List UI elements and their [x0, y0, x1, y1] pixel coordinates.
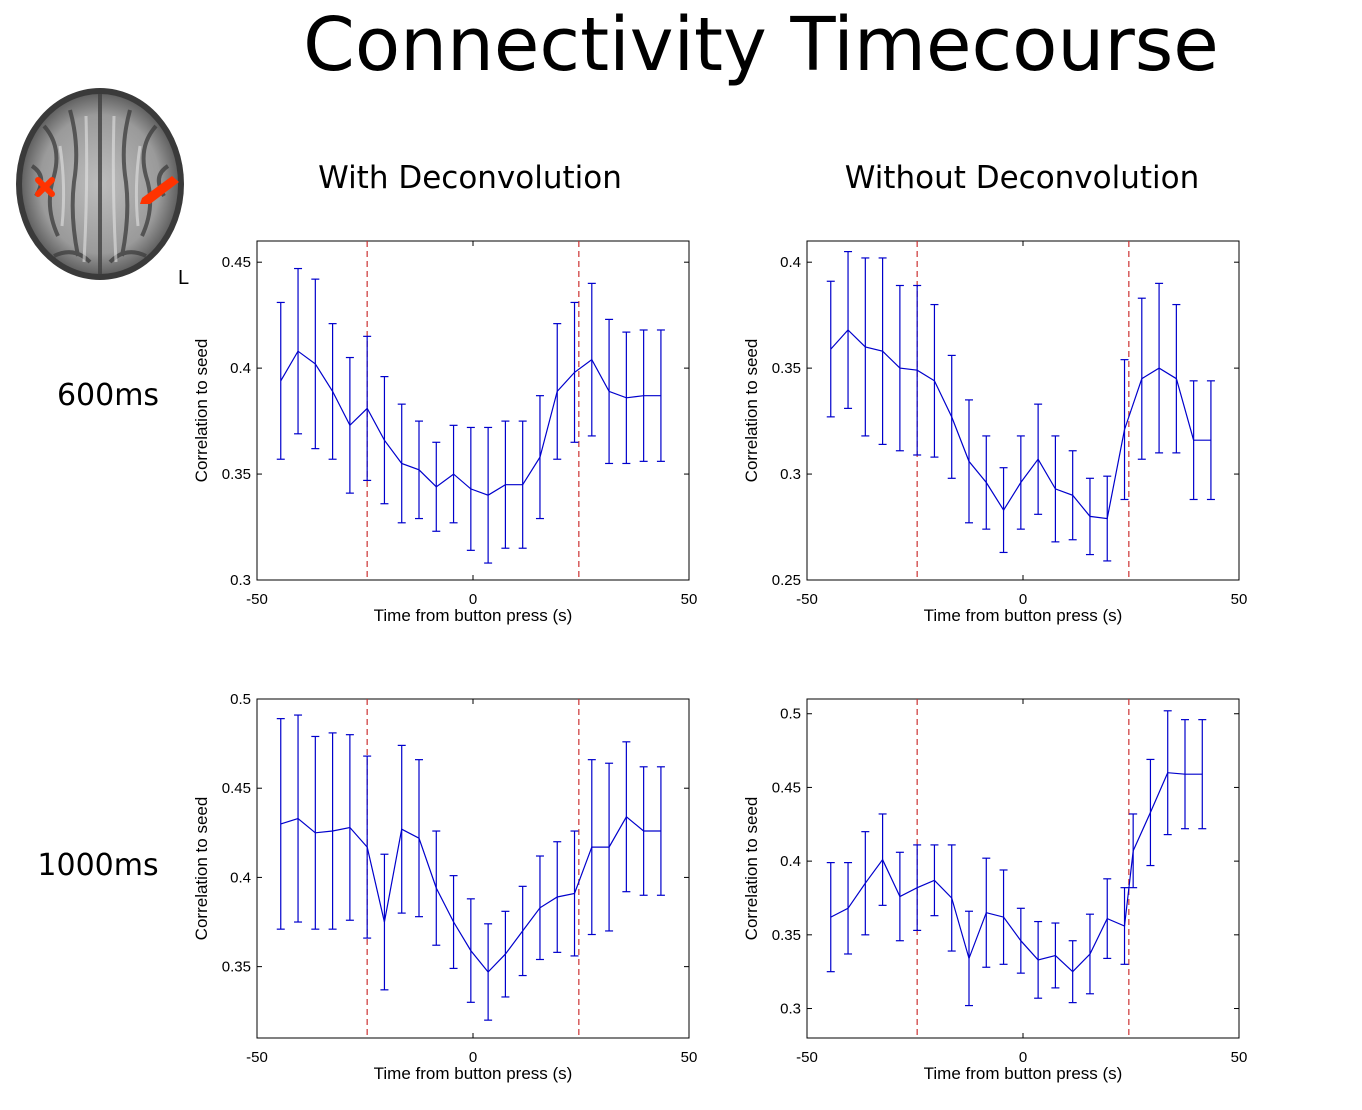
y-tick-label: 0.4	[780, 254, 801, 271]
row-label-600ms: 600ms	[56, 378, 160, 413]
y-tick-label: 0.3	[780, 1001, 801, 1018]
x-tick-label: -50	[246, 591, 268, 608]
column-title-with-deconvolution: With Deconvolution	[318, 160, 622, 196]
x-axis-label: Time from button press (s)	[924, 606, 1123, 625]
x-tick-label: 0	[469, 591, 477, 608]
x-tick-label: -50	[796, 591, 818, 608]
y-tick-label: 0.35	[222, 959, 251, 976]
y-tick-label: 0.5	[230, 691, 251, 708]
y-tick-label: 0.35	[222, 466, 251, 483]
series-line	[830, 329, 1211, 520]
row-label-1000ms: 1000ms	[37, 848, 159, 883]
seed-marker-icon	[35, 177, 55, 197]
x-axis-label: Time from button press (s)	[374, 1064, 573, 1083]
plot-area	[256, 240, 690, 581]
y-axis-label: Correlation to seed	[192, 797, 211, 941]
y-tick-label: 0.4	[230, 360, 251, 377]
y-tick-label: 0.45	[772, 779, 801, 796]
chart-without-600: 0.25 0.3 0.35 0.4 -50 0 50 Time from button pre…	[742, 240, 1248, 625]
x-tick-label: -50	[246, 1049, 268, 1066]
x-tick-label: 50	[1231, 591, 1248, 608]
x-axis-label: Time from button press (s)	[924, 1064, 1123, 1083]
series-line	[830, 772, 1203, 973]
brain-sulci	[30, 94, 170, 276]
x-tick-label: 50	[681, 591, 698, 608]
y-tick-label: 0.4	[230, 869, 251, 886]
x-tick-label: 50	[681, 1049, 698, 1066]
plot-area	[806, 240, 1240, 581]
chart-with-1000: 0.35 0.4 0.45 0.5 -50 0 50 Time from button pre…	[192, 691, 697, 1083]
y-tick-label: 0.45	[222, 780, 251, 797]
x-tick-label: 50	[1231, 1049, 1248, 1066]
x-tick-label: -50	[796, 1049, 818, 1066]
series-line	[280, 350, 661, 496]
x-tick-label: 0	[469, 1049, 477, 1066]
brain-white-matter	[58, 115, 142, 263]
chart-without-1000: 0.3 0.35 0.4 0.45 0.5 -50 0 50 Time from button …	[742, 698, 1248, 1083]
y-tick-label: 0.35	[772, 360, 801, 377]
x-tick-label: 0	[1019, 1049, 1027, 1066]
y-axis-label: Correlation to seed	[742, 797, 761, 941]
connectivity-cluster-marker	[140, 176, 179, 204]
brain-orientation-label: L	[178, 267, 189, 286]
y-tick-label: 0.5	[780, 706, 801, 723]
plot-area	[806, 698, 1240, 1039]
y-tick-label: 0.3	[780, 466, 801, 483]
y-axis-label: Correlation to seed	[192, 339, 211, 483]
plot-area	[256, 698, 690, 1039]
column-title-without-deconvolution: Without Deconvolution	[844, 160, 1200, 196]
x-tick-label: 0	[1019, 591, 1027, 608]
chart-with-600: 0.3 0.35 0.4 0.45 -50 0 50 Time from button pre…	[192, 240, 698, 625]
series-line	[280, 815, 661, 973]
y-tick-label: 0.3	[230, 572, 251, 589]
y-tick-label: 0.45	[222, 254, 251, 271]
page-title: Connectivity Timecourse	[303, 2, 1219, 88]
y-axis-label: Correlation to seed	[742, 339, 761, 483]
y-tick-label: 0.25	[772, 572, 801, 589]
brain-slice-image: L	[16, 88, 189, 286]
x-axis-label: Time from button press (s)	[374, 606, 573, 625]
y-tick-label: 0.4	[780, 853, 801, 870]
y-tick-label: 0.35	[772, 927, 801, 944]
